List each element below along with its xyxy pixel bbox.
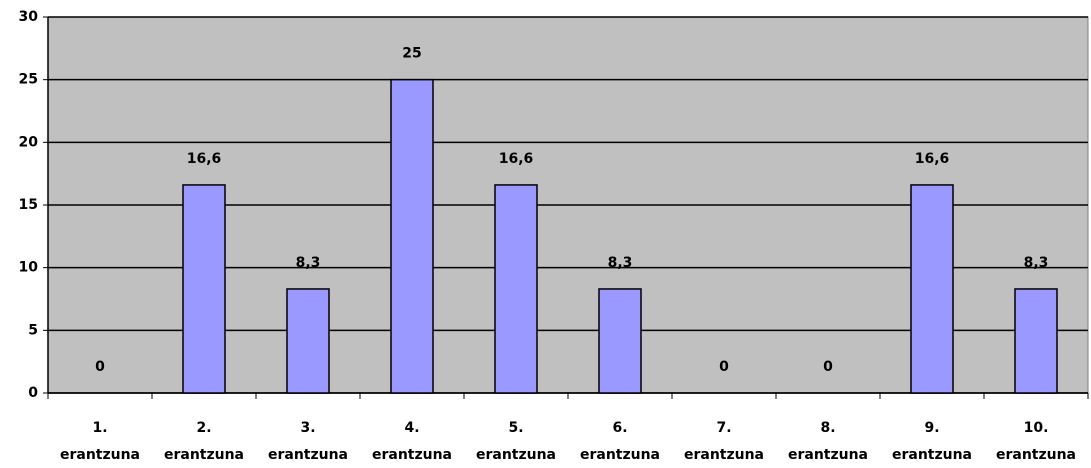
value-label: 25 — [402, 46, 421, 62]
x-tick-label: erantzuna — [788, 447, 868, 463]
y-tick-label: 15 — [19, 197, 38, 213]
value-label: 0 — [719, 359, 729, 375]
value-label: 16,6 — [499, 151, 534, 167]
bar — [1014, 288, 1058, 394]
x-tick-label: 6. — [612, 420, 627, 436]
x-tick-label: erantzuna — [372, 447, 452, 463]
value-label: 8,3 — [296, 255, 321, 271]
x-tick-label: erantzuna — [892, 447, 972, 463]
x-tick-label: erantzuna — [164, 447, 244, 463]
y-tick-label: 10 — [19, 260, 39, 276]
x-tick-label: erantzuna — [60, 447, 140, 463]
bar — [286, 288, 330, 394]
bar — [494, 184, 538, 394]
x-tick-label: 9. — [924, 420, 939, 436]
value-label: 0 — [95, 359, 105, 375]
x-tick-label: erantzuna — [580, 447, 660, 463]
x-tick-label: erantzuna — [996, 447, 1076, 463]
y-tick-label: 0 — [28, 385, 38, 401]
y-tick-label: 20 — [19, 134, 39, 150]
bar — [390, 78, 434, 394]
y-tick-label: 5 — [28, 322, 38, 338]
bar — [598, 288, 642, 394]
x-tick-label: erantzuna — [268, 447, 348, 463]
x-tick-label: 2. — [196, 420, 211, 436]
y-tick-label: 30 — [19, 9, 39, 25]
value-label: 8,3 — [1024, 255, 1049, 271]
x-tick-label: 8. — [820, 420, 835, 436]
value-label: 16,6 — [915, 151, 950, 167]
x-tick-label: erantzuna — [684, 447, 764, 463]
x-tick-label: 7. — [716, 420, 731, 436]
bar — [910, 184, 954, 394]
x-tick-label: erantzuna — [476, 447, 556, 463]
value-label: 0 — [823, 359, 833, 375]
x-tick-label: 5. — [508, 420, 523, 436]
x-tick-label: 3. — [300, 420, 315, 436]
x-tick-label: 4. — [404, 420, 419, 436]
x-tick-label: 10. — [1024, 420, 1049, 436]
value-label: 8,3 — [608, 255, 633, 271]
x-tick-label: 1. — [92, 420, 107, 436]
y-tick-label: 25 — [19, 72, 38, 88]
value-label: 16,6 — [187, 151, 222, 167]
bar — [182, 184, 226, 394]
